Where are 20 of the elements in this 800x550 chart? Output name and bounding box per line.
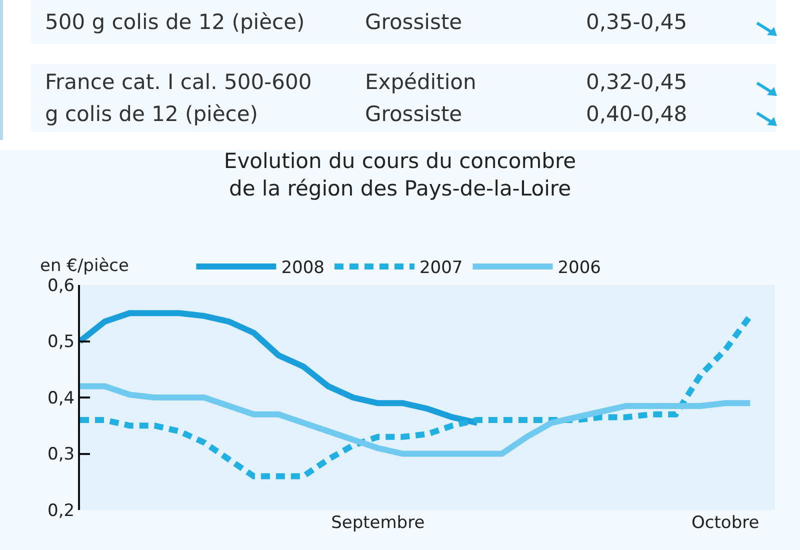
y-axis-title: en €/pièce [40, 256, 129, 276]
text: 0,32-0,45 [586, 69, 688, 96]
text: 0,35-0,45 [586, 9, 688, 36]
legend-label: 2006 [558, 258, 601, 278]
text: 0,40-0,48 [586, 101, 688, 128]
y-tick-label: 0,2 [48, 500, 75, 521]
text: 500 g colis de 12 (pièce) [45, 9, 305, 36]
text: Grossiste [365, 101, 462, 128]
chart-title: Evolution du cours du concombre de la région des Pays-de-la-Loire [224, 149, 576, 200]
legend-label: 2008 [281, 258, 324, 278]
x-tick-label: Octobre [692, 513, 760, 533]
text: France cat. I cal. 500-600 g colis de 12 (pièce) [45, 69, 313, 128]
text: Grossiste [365, 9, 462, 36]
legend-label: 2007 [419, 258, 463, 278]
y-tick-label: 0,5 [48, 332, 75, 352]
text: Expédition [365, 69, 476, 96]
y-tick-label: 0,3 [48, 444, 75, 465]
x-tick-label: Septembre [331, 513, 425, 533]
y-tick-label: 0,6 [48, 276, 75, 296]
y-tick-label: 0,4 [48, 388, 75, 408]
